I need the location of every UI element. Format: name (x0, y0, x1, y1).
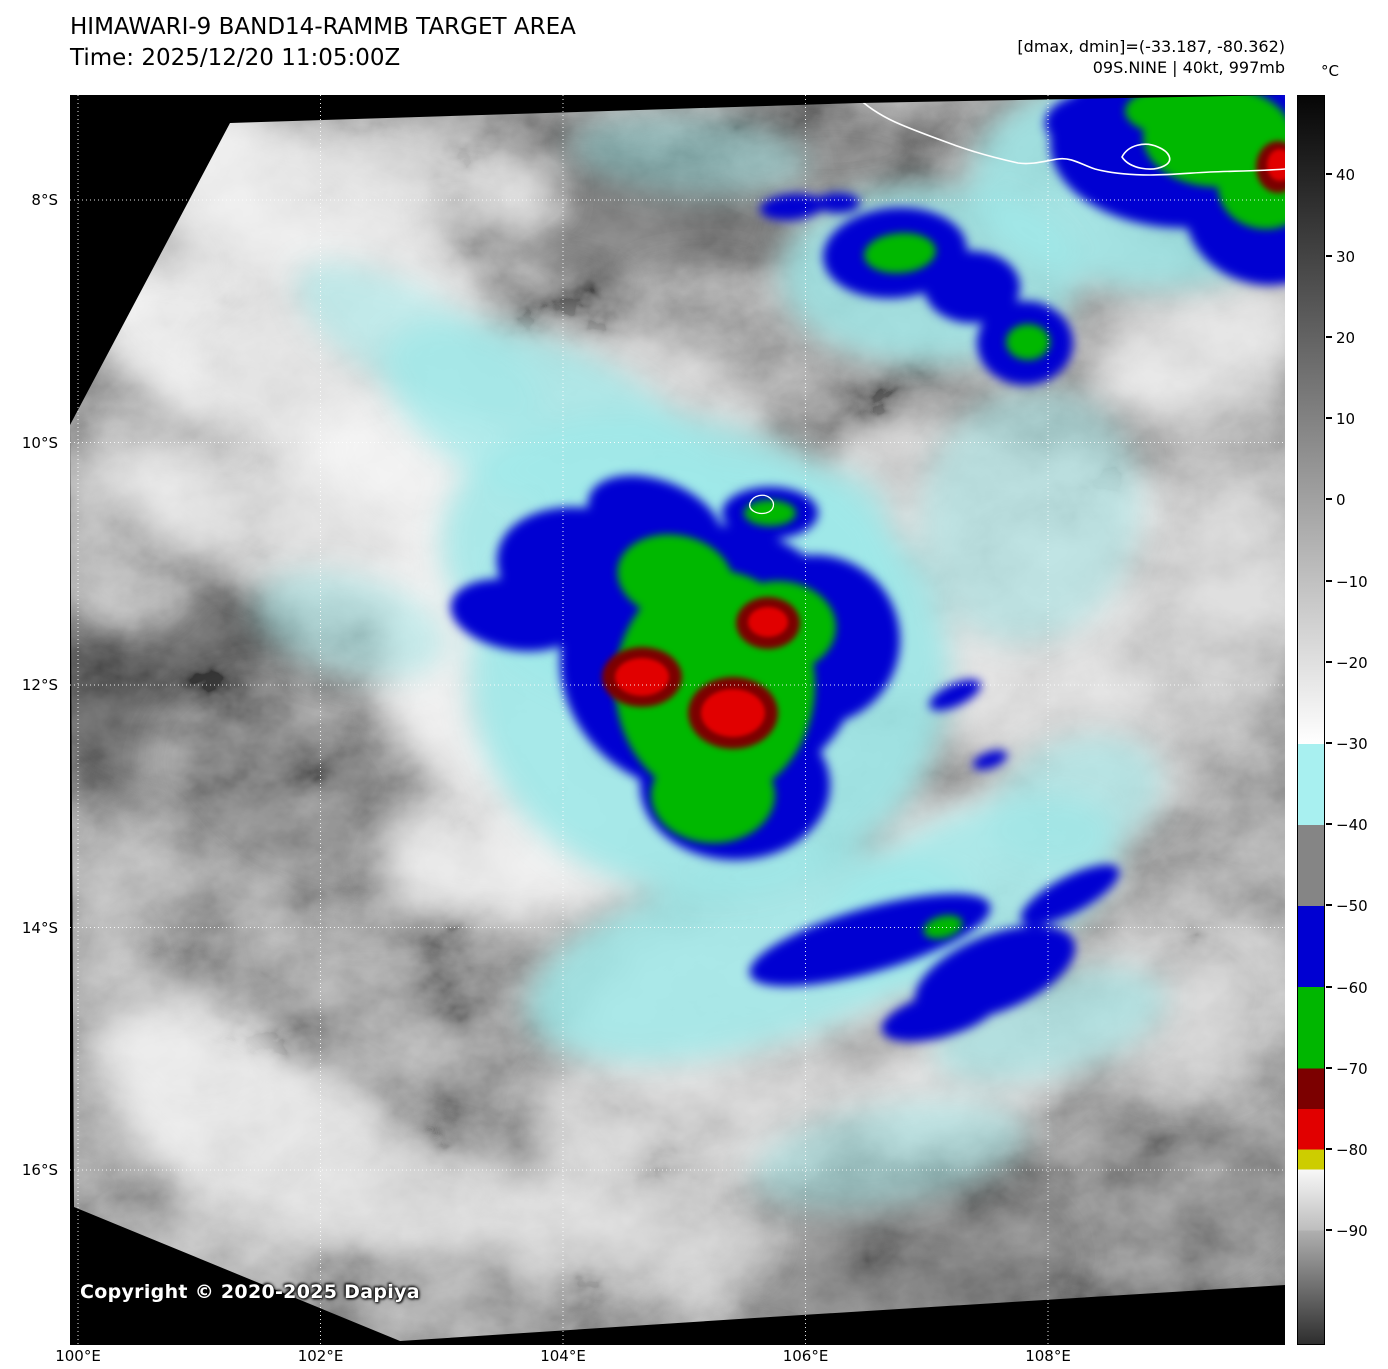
dmax-dmin-readout: [dmax, dmin]=(-33.187, -80.362) (1017, 37, 1285, 56)
satellite-map: Copyright © 2020-2025 Dapiya (70, 95, 1285, 1345)
colorbar-tickmark (1326, 1148, 1332, 1151)
colorbar-tickmark (1326, 417, 1332, 420)
colorbar-tickmark (1326, 498, 1332, 501)
colorbar-tickmark (1326, 1066, 1332, 1069)
colorbar-tick-label: −30 (1326, 735, 1368, 753)
colorbar-wrap: 40 30 20 10 0 −10 −20 −30 −40 −50 −60 −70 −80 −90 (1297, 95, 1387, 1345)
satellite-image (70, 95, 1285, 1345)
colorbar-tick-label: −60 (1326, 979, 1368, 997)
colorbar-tickmark (1326, 335, 1332, 338)
colorbar-tick-label: 40 (1326, 166, 1355, 184)
colorbar-tickmark (1326, 742, 1332, 744)
colorbar-tickmark (1326, 660, 1332, 663)
colorbar-tickmark (1326, 985, 1332, 988)
colorbar-tick-label: 0 (1326, 491, 1346, 509)
coastline-island (1121, 143, 1171, 170)
lon-axis: 100°E 102°E 104°E 106°E 108°E (55, 1347, 1285, 1369)
colorbar-tick-label: −70 (1326, 1060, 1368, 1078)
colorbar-tick-label: −20 (1326, 654, 1368, 672)
lat-tick-label: 14°S (21, 918, 58, 937)
colorbar-tick-label: 10 (1326, 410, 1355, 428)
colorbar-tickmark (1326, 1229, 1332, 1232)
colorbar-tickmark (1326, 904, 1332, 907)
colorbar-tick-label: −10 (1326, 573, 1368, 591)
grid-lines (70, 95, 1285, 1345)
lat-tick-label: 8°S (31, 191, 58, 209)
timestamp: Time: 2025/12/20 11:05:00Z (70, 45, 401, 71)
colorbar-tickmark (1326, 254, 1332, 257)
coastline-java (854, 95, 1285, 176)
copyright-watermark: Copyright © 2020-2025 Dapiya (80, 1281, 420, 1303)
colorbar-tick-label: 30 (1326, 248, 1355, 266)
lat-axis: 8°S 10°S 12°S 14°S 16°S (0, 95, 64, 1345)
colorbar-tickmark (1326, 823, 1332, 826)
colorbar-tick-label: −80 (1326, 1141, 1368, 1159)
colorbar-tickmark (1326, 579, 1332, 582)
lon-tick-label: 106°E (782, 1347, 829, 1365)
lat-tick-label: 10°S (21, 433, 58, 452)
colorbar-tick-label: −50 (1326, 897, 1368, 915)
colorbar-tickmark (1326, 173, 1332, 176)
lon-tick-label: 104°E (540, 1347, 586, 1365)
lon-tick-label: 102°E (297, 1347, 344, 1365)
colorbar (1297, 95, 1325, 1345)
lat-tick-label: 16°S (21, 1161, 58, 1179)
lon-tick-label: 100°E (55, 1347, 101, 1365)
colorbar-tick-label: −90 (1326, 1222, 1368, 1240)
colorbar-tick-label: −40 (1326, 816, 1368, 834)
lat-tick-label: 12°S (21, 676, 58, 694)
colorbar-unit-label: °C (1321, 62, 1339, 80)
info-block: [dmax, dmin]=(-33.187, -80.362) 09S.NINE… (1017, 36, 1285, 78)
lon-tick-label: 108°E (1025, 1347, 1071, 1365)
title-block: HIMAWARI-9 BAND14-RAMMB TARGET AREA Time… (70, 12, 576, 74)
convection-red-core (615, 149, 1285, 737)
colorbar-tick-label: 20 (1326, 329, 1355, 347)
colorbar-ticks: 40 30 20 10 0 −10 −20 −30 −40 −50 −60 −70 −80 −90 (1297, 95, 1387, 1345)
coastline-christmas-island (749, 494, 775, 515)
storm-info: 09S.NINE | 40kt, 997mb (1092, 58, 1285, 77)
page-title: HIMAWARI-9 BAND14-RAMMB TARGET AREA (70, 14, 576, 40)
